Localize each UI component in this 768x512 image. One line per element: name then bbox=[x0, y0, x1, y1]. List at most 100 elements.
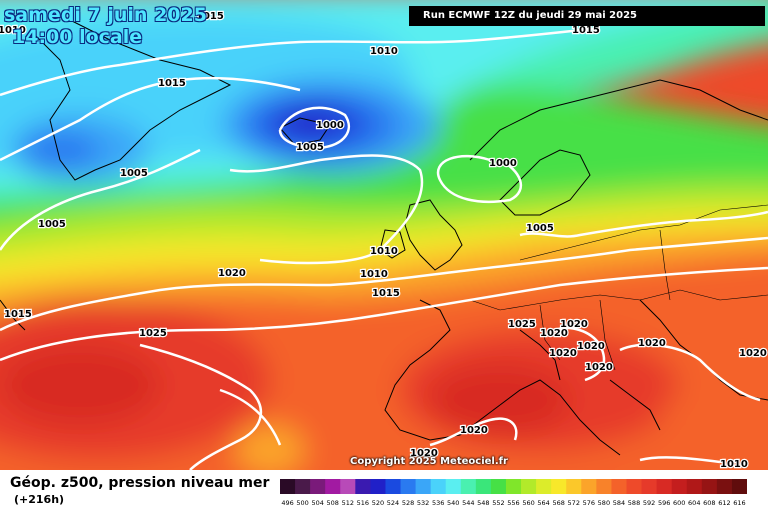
isobar-label: 1010 bbox=[0, 25, 26, 36]
scale-value: 600 bbox=[673, 499, 685, 507]
isobar-label: 1025 bbox=[139, 328, 167, 339]
scale-value: 612 bbox=[718, 499, 730, 507]
scale-swatch bbox=[521, 479, 537, 494]
scale-swatch bbox=[370, 479, 386, 494]
scale-swatch bbox=[490, 479, 507, 494]
isobars bbox=[0, 26, 768, 470]
scale-swatch bbox=[611, 479, 627, 494]
isobar-label: 1010 bbox=[370, 46, 398, 57]
isobar-label: 1005 bbox=[526, 223, 554, 234]
scale-swatch bbox=[430, 479, 447, 494]
isobar-label: 1000 bbox=[316, 120, 344, 131]
scale-swatch bbox=[566, 479, 582, 494]
scale-swatch bbox=[656, 479, 673, 494]
scale-value: 532 bbox=[417, 499, 429, 507]
scale-value: 568 bbox=[552, 499, 564, 507]
scale-value: 540 bbox=[447, 499, 459, 507]
scale-swatch bbox=[310, 479, 326, 494]
scale-value: 608 bbox=[703, 499, 715, 507]
isobar-label: 1000 bbox=[489, 158, 517, 169]
model-run-label: Run ECMWF 12Z du jeudi 29 mai 2025 bbox=[409, 6, 765, 26]
scale-swatch bbox=[340, 479, 356, 494]
legend-footer: Géop. z500, pression niveau mer (+216h) … bbox=[0, 470, 768, 512]
scale-swatch bbox=[551, 479, 567, 494]
isobar-label: 1020 bbox=[460, 425, 488, 436]
scale-swatch bbox=[280, 479, 296, 494]
isobar-label: 1020 bbox=[585, 362, 613, 373]
scale-value: 516 bbox=[357, 499, 369, 507]
isobar-label: 1020 bbox=[560, 319, 588, 330]
scale-value: 512 bbox=[342, 499, 354, 507]
borders bbox=[469, 204, 768, 371]
isobar-label: 1015 bbox=[572, 25, 600, 36]
scale-swatch bbox=[400, 479, 417, 494]
forecast-date-time: samedi 7 juin 2025 14:00 locale bbox=[4, 6, 207, 47]
legend-subtitle: (+216h) bbox=[14, 493, 65, 506]
isobar-label: 1010 bbox=[360, 269, 388, 280]
color-scale: 496 500 504 508 512 516 520 524 528 532 536 540 544 5… bbox=[280, 479, 747, 507]
scale-swatch bbox=[701, 479, 718, 494]
isobar-label: 1015 bbox=[4, 309, 32, 320]
isobar-label: 1015 bbox=[372, 288, 400, 299]
scale-swatch bbox=[460, 479, 477, 494]
scale-value: 584 bbox=[613, 499, 625, 507]
scale-swatch bbox=[686, 479, 703, 494]
isobar-label: 1025 bbox=[508, 319, 536, 330]
scale-swatch bbox=[581, 479, 597, 494]
isobar-label: 1020 bbox=[638, 338, 666, 349]
scale-value: 604 bbox=[688, 499, 700, 507]
copyright-notice: Copyright 2025 Meteociel.fr bbox=[350, 456, 508, 467]
scale-swatch bbox=[385, 479, 402, 494]
scale-value: 572 bbox=[568, 499, 580, 507]
isobar-label: 1005 bbox=[38, 219, 66, 230]
scale-swatch bbox=[505, 479, 522, 494]
scale-value: 556 bbox=[507, 499, 519, 507]
scale-value: 552 bbox=[492, 499, 504, 507]
scale-swatch bbox=[626, 479, 643, 494]
scale-value: 496 bbox=[281, 499, 293, 507]
isobar-label: 1015 bbox=[158, 78, 186, 89]
isobar-label: 1020 bbox=[739, 348, 767, 359]
scale-value: 520 bbox=[372, 499, 384, 507]
isobar-label: 1010 bbox=[370, 246, 398, 257]
forecast-time: 14:00 locale bbox=[12, 26, 143, 48]
scale-value: 616 bbox=[733, 499, 745, 507]
scale-value: 580 bbox=[598, 499, 610, 507]
scale-value: 544 bbox=[462, 499, 474, 507]
scale-swatch bbox=[445, 479, 462, 494]
isobar-label: 1020 bbox=[218, 268, 246, 279]
scale-swatch bbox=[355, 479, 371, 494]
coastlines bbox=[0, 19, 768, 456]
isobar-label: 1020 bbox=[410, 448, 438, 459]
scale-value: 596 bbox=[658, 499, 670, 507]
scale-value: 508 bbox=[327, 499, 339, 507]
scale-swatch bbox=[596, 479, 612, 494]
scale-value: 500 bbox=[296, 499, 308, 507]
isobar-label: 1020 bbox=[540, 328, 568, 339]
isobar-label: 1015 bbox=[196, 11, 224, 22]
scale-swatch bbox=[325, 479, 341, 494]
weather-map: 1015 1010 1015 1000 1005 1005 1000 1005 … bbox=[0, 0, 768, 470]
scale-swatch bbox=[536, 479, 552, 494]
scale-swatch bbox=[295, 479, 311, 494]
scale-swatch bbox=[415, 479, 432, 494]
scale-value: 504 bbox=[311, 499, 323, 507]
scale-value: 560 bbox=[522, 499, 534, 507]
scale-value: 564 bbox=[537, 499, 549, 507]
isobar-label: 1005 bbox=[296, 142, 324, 153]
isobar-labels: 1015 1010 1015 1000 1005 1005 1000 1005 … bbox=[0, 10, 768, 470]
scale-swatch bbox=[475, 479, 492, 494]
forecast-date: samedi 7 juin 2025 bbox=[4, 4, 207, 26]
scale-value: 524 bbox=[387, 499, 399, 507]
scale-swatch bbox=[731, 479, 747, 494]
scale-swatch bbox=[671, 479, 688, 494]
scale-value: 528 bbox=[402, 499, 414, 507]
legend-title: Géop. z500, pression niveau mer bbox=[10, 475, 270, 491]
scale-value: 588 bbox=[628, 499, 640, 507]
scale-swatch bbox=[641, 479, 658, 494]
scale-value: 548 bbox=[477, 499, 489, 507]
scale-value: 576 bbox=[583, 499, 595, 507]
isobar-label: 1020 bbox=[549, 348, 577, 359]
isobar-label: 1020 bbox=[577, 341, 605, 352]
